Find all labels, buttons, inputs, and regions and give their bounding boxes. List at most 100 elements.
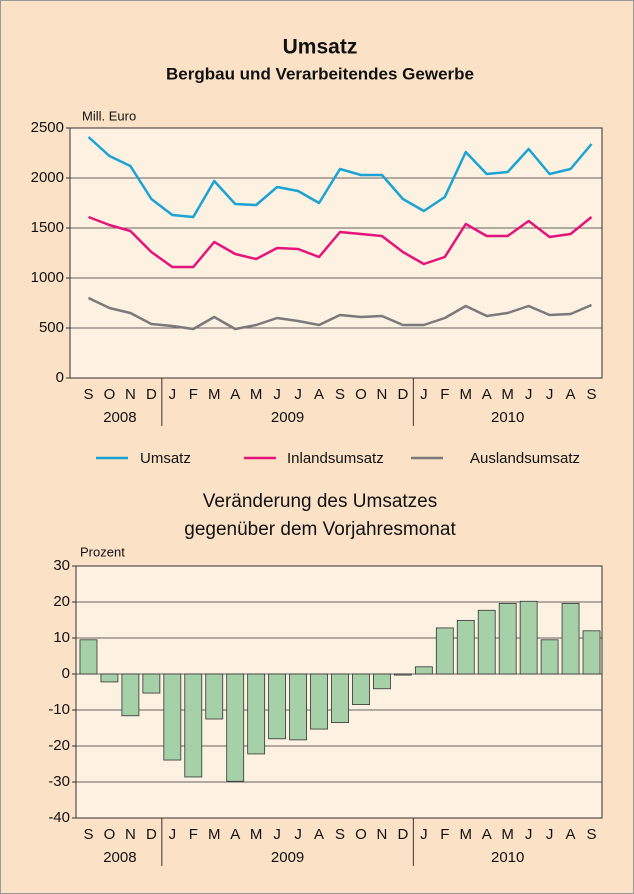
x-tick-label: F bbox=[440, 826, 449, 843]
legend-label: Umsatz bbox=[140, 450, 191, 467]
bar bbox=[477, 609, 496, 675]
x-tick-label: O bbox=[104, 826, 116, 843]
bar bbox=[205, 673, 224, 720]
x-tick-label: J bbox=[420, 386, 428, 403]
x-tick-label: A bbox=[230, 386, 240, 403]
x-tick-label: M bbox=[501, 386, 514, 403]
x-tick-label: J bbox=[420, 826, 428, 843]
y-tick-label: 0 bbox=[62, 665, 70, 682]
year-label: 2009 bbox=[271, 849, 304, 866]
x-tick-label: J bbox=[525, 386, 533, 403]
year-label: 2010 bbox=[491, 849, 524, 866]
x-tick-label: S bbox=[587, 386, 597, 403]
legend-label: Auslandsumsatz bbox=[470, 450, 580, 467]
x-tick-label: M bbox=[460, 826, 473, 843]
x-tick-label: A bbox=[566, 386, 576, 403]
x-tick-label: N bbox=[376, 826, 387, 843]
y-tick-label: 1000 bbox=[31, 269, 64, 286]
x-tick-label: S bbox=[83, 826, 93, 843]
x-tick-label: N bbox=[376, 386, 387, 403]
x-tick-label: J bbox=[273, 826, 281, 843]
bar bbox=[498, 603, 517, 675]
y-axis-label: Prozent bbox=[80, 544, 125, 559]
x-tick-label: M bbox=[250, 826, 263, 843]
x-tick-label: D bbox=[146, 386, 157, 403]
y-tick-label: 2000 bbox=[31, 169, 64, 186]
x-tick-label: M bbox=[460, 386, 473, 403]
x-tick-label: J bbox=[294, 386, 302, 403]
y-tick-label: 10 bbox=[53, 629, 70, 646]
x-tick-label: A bbox=[566, 826, 576, 843]
x-tick-label: J bbox=[273, 386, 281, 403]
y-tick-label: 500 bbox=[39, 319, 64, 336]
x-tick-label: F bbox=[189, 386, 198, 403]
x-tick-label: O bbox=[104, 386, 116, 403]
x-tick-label: S bbox=[335, 386, 345, 403]
x-tick-label: J bbox=[169, 826, 177, 843]
bar bbox=[268, 673, 287, 740]
x-tick-label: J bbox=[546, 386, 554, 403]
plot-area bbox=[69, 127, 603, 379]
x-tick-label: S bbox=[83, 386, 93, 403]
bar bbox=[540, 639, 559, 675]
bar bbox=[414, 666, 433, 675]
year-label: 2009 bbox=[271, 409, 304, 426]
x-tick-label: D bbox=[397, 826, 408, 843]
bar bbox=[247, 673, 266, 755]
bar bbox=[456, 619, 475, 675]
bar bbox=[310, 673, 328, 730]
x-tick-label: N bbox=[125, 826, 136, 843]
y-tick-label: -40 bbox=[48, 809, 70, 826]
x-tick-label: A bbox=[314, 826, 324, 843]
y-tick-label: -30 bbox=[48, 773, 70, 790]
bar bbox=[184, 673, 203, 778]
x-tick-label: J bbox=[546, 826, 554, 843]
x-tick-label: A bbox=[314, 386, 324, 403]
y-tick-label: -10 bbox=[48, 701, 70, 718]
year-label: 2008 bbox=[103, 409, 136, 426]
x-tick-label: J bbox=[169, 386, 177, 403]
x-tick-label: M bbox=[250, 386, 263, 403]
year-label: 2008 bbox=[103, 849, 136, 866]
bar bbox=[142, 673, 161, 694]
bar bbox=[435, 627, 454, 675]
bar bbox=[289, 673, 307, 741]
bar bbox=[582, 630, 601, 675]
x-tick-label: N bbox=[125, 386, 136, 403]
y-tick-label: 20 bbox=[53, 593, 70, 610]
x-tick-label: M bbox=[208, 826, 221, 843]
chart-subtitle: gegenüber dem Vorjahresmonat bbox=[184, 519, 456, 540]
bar bbox=[100, 673, 119, 683]
chart-title: Umsatz bbox=[283, 36, 358, 59]
bar bbox=[121, 673, 140, 717]
x-tick-label: D bbox=[146, 826, 157, 843]
legend-label: Inlandsumsatz bbox=[287, 450, 384, 467]
x-tick-label: A bbox=[230, 826, 240, 843]
x-tick-label: A bbox=[482, 826, 492, 843]
line-series bbox=[88, 215, 593, 269]
x-tick-label: M bbox=[208, 386, 221, 403]
y-tick-label: 2500 bbox=[31, 119, 64, 136]
x-tick-label: S bbox=[587, 826, 597, 843]
bar bbox=[226, 673, 245, 782]
bar bbox=[79, 639, 98, 675]
bar bbox=[352, 673, 370, 706]
chart-title: Veränderung des Umsatzes bbox=[203, 491, 437, 512]
y-tick-label: -20 bbox=[48, 737, 70, 754]
bar bbox=[561, 603, 580, 675]
x-tick-label: J bbox=[525, 826, 533, 843]
x-tick-label: F bbox=[440, 386, 449, 403]
y-axis-label: Mill. Euro bbox=[82, 108, 136, 123]
x-tick-label: F bbox=[189, 826, 198, 843]
x-tick-label: O bbox=[355, 826, 367, 843]
bar bbox=[373, 673, 391, 690]
chart-subtitle: Bergbau und Verarbeitendes Gewerbe bbox=[166, 64, 474, 83]
year-label: 2010 bbox=[491, 409, 524, 426]
bar bbox=[163, 673, 182, 761]
x-tick-label: S bbox=[335, 826, 345, 843]
bar bbox=[393, 673, 412, 676]
x-tick-label: O bbox=[355, 386, 367, 403]
y-tick-label: 1500 bbox=[31, 219, 64, 236]
x-tick-label: A bbox=[482, 386, 492, 403]
